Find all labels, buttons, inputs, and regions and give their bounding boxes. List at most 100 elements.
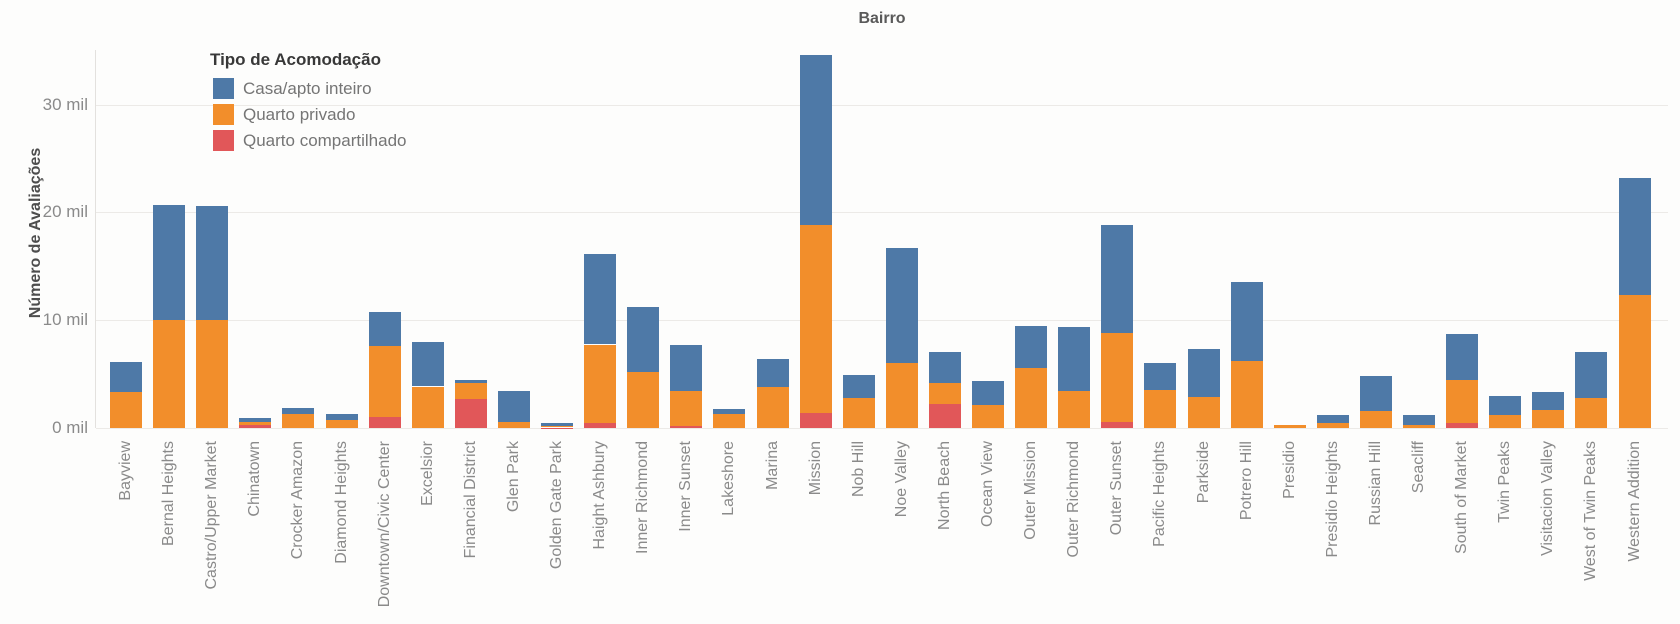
- bar-segment[interactable]: [1403, 424, 1435, 428]
- bar-segment[interactable]: [110, 362, 142, 393]
- bar-segment[interactable]: [1015, 367, 1048, 428]
- bar-segment[interactable]: [1230, 281, 1263, 361]
- bar-segment[interactable]: [368, 346, 401, 418]
- bar-segment[interactable]: [842, 397, 875, 428]
- bar-segment[interactable]: [972, 404, 1004, 428]
- bar-presidio[interactable]: [1273, 0, 1306, 428]
- bar-glen-park[interactable]: [497, 0, 530, 428]
- bar-segment[interactable]: [1058, 326, 1091, 392]
- legend-item-quarto-privado[interactable]: Quarto privado: [213, 104, 406, 125]
- bar-russian-hill[interactable]: [1359, 0, 1392, 428]
- bar-segment[interactable]: [454, 383, 487, 399]
- bar-crocker-amazon[interactable]: [282, 0, 315, 428]
- bar-segment[interactable]: [670, 426, 703, 428]
- bar-segment[interactable]: [1489, 396, 1522, 416]
- bar-segment[interactable]: [1575, 398, 1608, 428]
- bar-segment[interactable]: [627, 307, 660, 372]
- bar-segment[interactable]: [1273, 424, 1306, 428]
- bar-bernal-heights[interactable]: [153, 0, 186, 428]
- bar-segment[interactable]: [1316, 423, 1349, 428]
- bar-lakeshore[interactable]: [713, 0, 746, 428]
- bar-segment[interactable]: [541, 427, 573, 428]
- bar-segment[interactable]: [1532, 391, 1565, 411]
- legend-item-quarto-compartilhado[interactable]: Quarto compartilhado: [213, 130, 406, 151]
- bar-segment[interactable]: [1187, 349, 1220, 397]
- bar-marina[interactable]: [756, 0, 789, 428]
- bar-segment[interactable]: [1316, 415, 1349, 424]
- bar-diamond-heights[interactable]: [325, 0, 358, 428]
- bar-segment[interactable]: [1532, 410, 1565, 428]
- bar-segment[interactable]: [325, 419, 358, 428]
- bar-golden-gate-park[interactable]: [541, 0, 573, 428]
- bar-segment[interactable]: [1015, 325, 1048, 368]
- bar-segment[interactable]: [842, 375, 875, 398]
- bar-segment[interactable]: [799, 413, 832, 428]
- bar-segment[interactable]: [239, 422, 272, 425]
- bar-segment[interactable]: [541, 425, 573, 428]
- bar-inner-richmond[interactable]: [627, 0, 660, 428]
- bar-castro-upper-market[interactable]: [196, 0, 229, 428]
- bar-financial-district[interactable]: [454, 0, 487, 428]
- bar-segment[interactable]: [1575, 351, 1608, 399]
- bar-excelsior[interactable]: [411, 0, 444, 428]
- bar-segment[interactable]: [325, 414, 358, 420]
- bar-outer-mission[interactable]: [1015, 0, 1048, 428]
- bar-segment[interactable]: [282, 407, 315, 414]
- bar-segment[interactable]: [196, 205, 229, 321]
- bar-twin-peaks[interactable]: [1489, 0, 1522, 428]
- bar-segment[interactable]: [497, 390, 530, 423]
- bar-segment[interactable]: [1187, 396, 1220, 428]
- bar-segment[interactable]: [1446, 333, 1479, 381]
- bar-downtown-civic-center[interactable]: [368, 0, 401, 428]
- bar-segment[interactable]: [153, 320, 186, 428]
- bar-segment[interactable]: [713, 409, 746, 414]
- bar-segment[interactable]: [1446, 380, 1479, 424]
- bar-segment[interactable]: [584, 344, 617, 424]
- bar-south-of-market[interactable]: [1446, 0, 1479, 428]
- bar-outer-richmond[interactable]: [1058, 0, 1091, 428]
- bar-segment[interactable]: [1101, 332, 1134, 423]
- bar-pacific-heights[interactable]: [1144, 0, 1177, 428]
- bar-visitacion-valley[interactable]: [1532, 0, 1565, 428]
- bar-segment[interactable]: [1144, 362, 1177, 390]
- bar-segment[interactable]: [713, 414, 746, 428]
- bar-segment[interactable]: [756, 358, 789, 387]
- bar-presidio-heights[interactable]: [1316, 0, 1349, 428]
- bar-segment[interactable]: [411, 342, 444, 387]
- bar-segment[interactable]: [1359, 376, 1392, 411]
- bar-segment[interactable]: [1446, 423, 1479, 428]
- bar-west-of-twin-peaks[interactable]: [1575, 0, 1608, 428]
- bar-segment[interactable]: [799, 54, 832, 225]
- bar-segment[interactable]: [885, 363, 918, 428]
- bar-segment[interactable]: [1403, 415, 1435, 425]
- bar-segment[interactable]: [627, 371, 660, 428]
- bar-segment[interactable]: [1101, 422, 1134, 428]
- bar-segment[interactable]: [239, 418, 272, 423]
- bar-potrero-hill[interactable]: [1230, 0, 1263, 428]
- bar-segment[interactable]: [1489, 415, 1522, 428]
- bar-outer-sunset[interactable]: [1101, 0, 1134, 428]
- bar-haight-ashbury[interactable]: [584, 0, 617, 428]
- bar-ocean-view[interactable]: [972, 0, 1004, 428]
- bar-segment[interactable]: [239, 424, 272, 428]
- bar-segment[interactable]: [756, 386, 789, 428]
- bar-segment[interactable]: [110, 392, 142, 428]
- bar-segment[interactable]: [1618, 295, 1651, 428]
- bar-segment[interactable]: [454, 398, 487, 428]
- bar-segment[interactable]: [541, 423, 573, 426]
- bar-segment[interactable]: [1618, 177, 1651, 296]
- bar-parkside[interactable]: [1187, 0, 1220, 428]
- bar-inner-sunset[interactable]: [670, 0, 703, 428]
- bar-segment[interactable]: [584, 423, 617, 428]
- bar-segment[interactable]: [368, 312, 401, 347]
- bar-segment[interactable]: [670, 390, 703, 427]
- bar-segment[interactable]: [1230, 360, 1263, 428]
- bar-segment[interactable]: [282, 414, 315, 428]
- bar-western-addition[interactable]: [1618, 0, 1651, 428]
- bar-segment[interactable]: [928, 383, 961, 404]
- bar-segment[interactable]: [885, 248, 918, 364]
- bar-segment[interactable]: [972, 380, 1004, 405]
- bar-segment[interactable]: [1359, 410, 1392, 428]
- bar-segment[interactable]: [454, 379, 487, 384]
- bar-segment[interactable]: [584, 253, 617, 345]
